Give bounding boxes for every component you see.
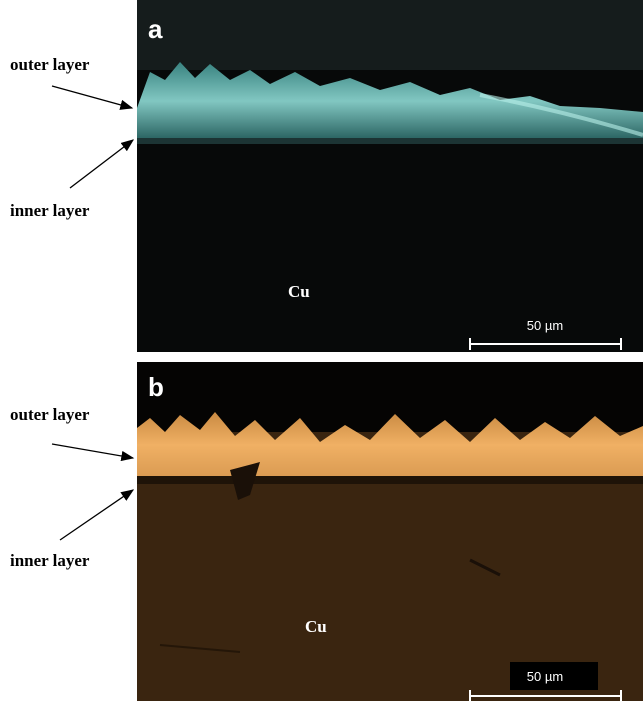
material-label: Cu <box>305 617 327 636</box>
arrow <box>51 443 135 462</box>
scale-bar <box>469 690 622 701</box>
outer-layer-label: outer layer <box>10 405 90 424</box>
panel-label: a <box>148 14 163 44</box>
micrograph-b <box>137 362 643 701</box>
scale-bar <box>469 338 622 350</box>
outer-layer-label: outer layer <box>10 55 90 74</box>
inner-layer-label: inner layer <box>10 551 90 570</box>
micrograph-a <box>137 0 643 352</box>
arrow <box>51 85 134 110</box>
arrow <box>59 489 135 541</box>
inner-layer-label: inner layer <box>10 201 90 220</box>
scale-bar-box <box>510 662 598 690</box>
panel-label: b <box>148 372 164 402</box>
scale-bar-label: 50 µm <box>527 318 563 333</box>
material-label: Cu <box>288 282 310 301</box>
arrow <box>69 139 135 189</box>
scale-bar-label: 50 µm <box>527 669 563 684</box>
